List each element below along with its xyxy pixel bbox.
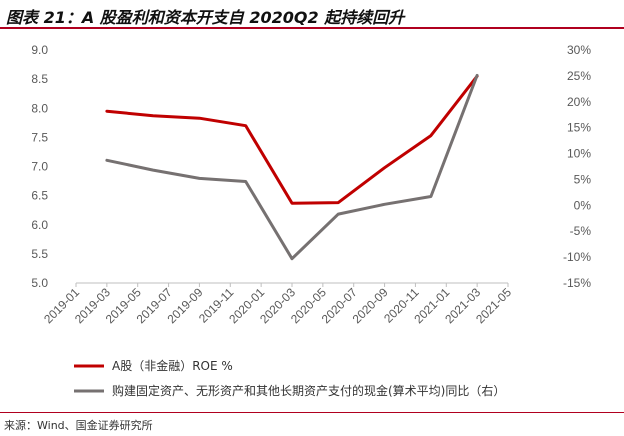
left-axis-ticks: 5.0 5.5 6.0 6.5 7.0 7.5 8.0 8.5 9.0 — [31, 43, 48, 290]
left-tick-label: 9.0 — [31, 43, 48, 57]
chart-title: 图表 21：A 股盈利和资本开支自 2020Q2 起持续回升 — [6, 8, 405, 27]
series-line-2 — [105, 73, 479, 261]
left-tick-label: 7.0 — [31, 160, 48, 174]
right-tick-label: -5% — [570, 224, 592, 238]
right-tick-label: 10% — [567, 147, 591, 161]
x-axis-ticks: 2019-012019-032019-052019-072019-092019-… — [41, 283, 514, 326]
left-tick-label: 5.0 — [31, 276, 48, 290]
left-tick-label: 7.5 — [31, 130, 48, 144]
source-note: 来源：Wind、国金证券研究所 — [4, 419, 153, 432]
right-tick-label: 25% — [567, 69, 591, 83]
legend-label-2: 购建固定资产、无形资产和其他长期资产支付的现金(算术平均)同比（右） — [112, 383, 505, 398]
right-tick-label: 5% — [574, 172, 592, 186]
left-tick-label: 6.5 — [31, 189, 48, 203]
left-tick-label: 5.5 — [31, 247, 48, 261]
legend: A股（非金融）ROE % 购建固定资产、无形资产和其他长期资产支付的现金(算术平均… — [74, 358, 505, 398]
source-divider — [0, 412, 624, 413]
chart: 5.0 5.5 6.0 6.5 7.0 7.5 8.0 8.5 9.0 -15% -10% -5% 0… — [31, 43, 591, 398]
right-axis-ticks: -15% -10% -5% 0% 5% 10% 15% 20% 25% 30% — [563, 43, 591, 290]
right-tick-label: 0% — [574, 198, 592, 212]
series-lines — [105, 73, 479, 261]
title-divider — [0, 27, 624, 29]
series-line-1 — [105, 74, 479, 205]
left-tick-label: 8.0 — [31, 101, 48, 115]
legend-label-1: A股（非金融）ROE % — [112, 358, 233, 373]
left-tick-label: 8.5 — [31, 72, 48, 86]
right-tick-label: -10% — [563, 250, 591, 264]
right-tick-label: -15% — [563, 276, 591, 290]
right-tick-label: 20% — [567, 95, 591, 109]
right-tick-label: 30% — [567, 43, 591, 57]
right-tick-label: 15% — [567, 121, 591, 135]
left-tick-label: 6.0 — [31, 218, 48, 232]
